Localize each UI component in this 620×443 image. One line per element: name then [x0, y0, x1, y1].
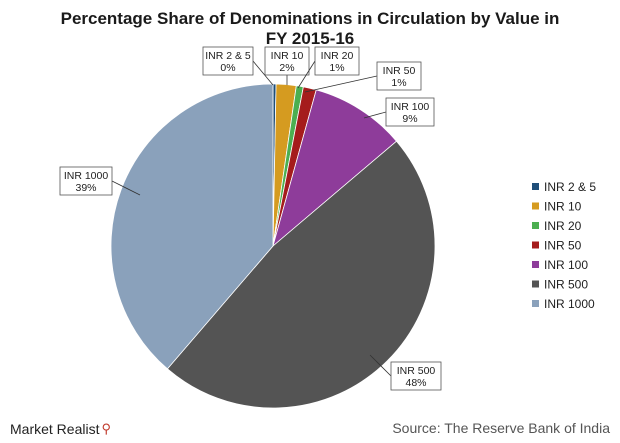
callout-box [376, 61, 422, 91]
callout-box [59, 166, 113, 196]
brand-logo: Market Realist ⚲ [10, 421, 111, 437]
callout-percent: 1% [329, 62, 344, 74]
legend-label: INR 50 [544, 239, 582, 253]
callout-percent: 2% [279, 62, 294, 74]
callout-inr-20: INR 201% [297, 46, 360, 89]
magnifier-icon: ⚲ [101, 421, 111, 436]
pie-slices [110, 83, 436, 409]
pie-slice-inr-1000 [110, 83, 274, 370]
chart-title-line-2: FY 2015-16 [266, 29, 355, 48]
legend-item-inr-500: INR 500 [532, 278, 588, 292]
callout-box [390, 361, 442, 391]
brand-name: Market Realist [10, 421, 100, 437]
legend-swatch [532, 261, 539, 268]
callout-leader-line [304, 75, 378, 93]
callout-leader-line [297, 60, 316, 89]
legend-label: INR 10 [544, 200, 582, 214]
callout-name: INR 1000 [64, 170, 109, 182]
legend-item-inr-2-5: INR 2 & 5 [532, 180, 596, 194]
callout-name: INR 100 [391, 101, 430, 113]
legend-swatch [532, 280, 539, 288]
legend-item-inr-20: INR 20 [532, 219, 582, 233]
callout-leader-line [363, 111, 387, 119]
callout-percent: 0% [220, 62, 235, 74]
legend-label: INR 1000 [544, 297, 595, 311]
callout-box [314, 46, 360, 76]
callout-percent: 1% [391, 77, 406, 89]
callout-leader-line [252, 60, 274, 86]
chart-legend: INR 2 & 5 INR 10 INR 20 INR 50 INR 100 INR 50… [532, 180, 596, 311]
legend-swatch [532, 222, 539, 229]
pie-slice-inr-500 [166, 140, 436, 409]
slice-callouts: INR 2 & 50%INR 102%INR 201% INR 501%INR 1… [59, 46, 442, 391]
callout-box [202, 46, 254, 76]
legend-label: INR 20 [544, 219, 582, 233]
callout-inr-10: INR 102% [264, 46, 310, 85]
legend-item-inr-50: INR 50 [532, 239, 582, 253]
legend-swatch [532, 202, 539, 210]
callout-percent: 9% [402, 113, 417, 125]
source-note: Source: The Reserve Bank of India [392, 420, 610, 436]
legend-swatch [532, 241, 539, 249]
callout-leader-line [111, 180, 141, 196]
legend-swatch [532, 183, 539, 190]
legend-label: INR 2 & 5 [544, 180, 596, 194]
callout-box [264, 46, 310, 76]
legend-item-inr-10: INR 10 [532, 200, 582, 214]
pie-slice-inr-100 [272, 89, 398, 248]
callout-inr-2-5: INR 2 & 50% [202, 46, 274, 86]
legend-item-inr-1000: INR 1000 [532, 297, 595, 311]
callout-name: INR 20 [321, 50, 354, 62]
callout-leader-line [369, 354, 392, 377]
callout-name: INR 500 [397, 365, 436, 377]
callout-name: INR 50 [383, 65, 416, 77]
callout-percent: 48% [405, 377, 426, 389]
chart-title-line-1: Percentage Share of Denominations in Cir… [61, 9, 560, 28]
callout-percent: 39% [75, 182, 96, 194]
legend-label: INR 100 [544, 258, 588, 272]
callout-name: INR 10 [271, 50, 304, 62]
callout-box [385, 97, 435, 127]
legend-swatch [532, 300, 539, 307]
legend-label: INR 500 [544, 278, 588, 292]
callout-name: INR 2 & 5 [205, 50, 251, 62]
callout-inr-50: INR 501% [304, 61, 422, 93]
legend-item-inr-100: INR 100 [532, 258, 588, 272]
